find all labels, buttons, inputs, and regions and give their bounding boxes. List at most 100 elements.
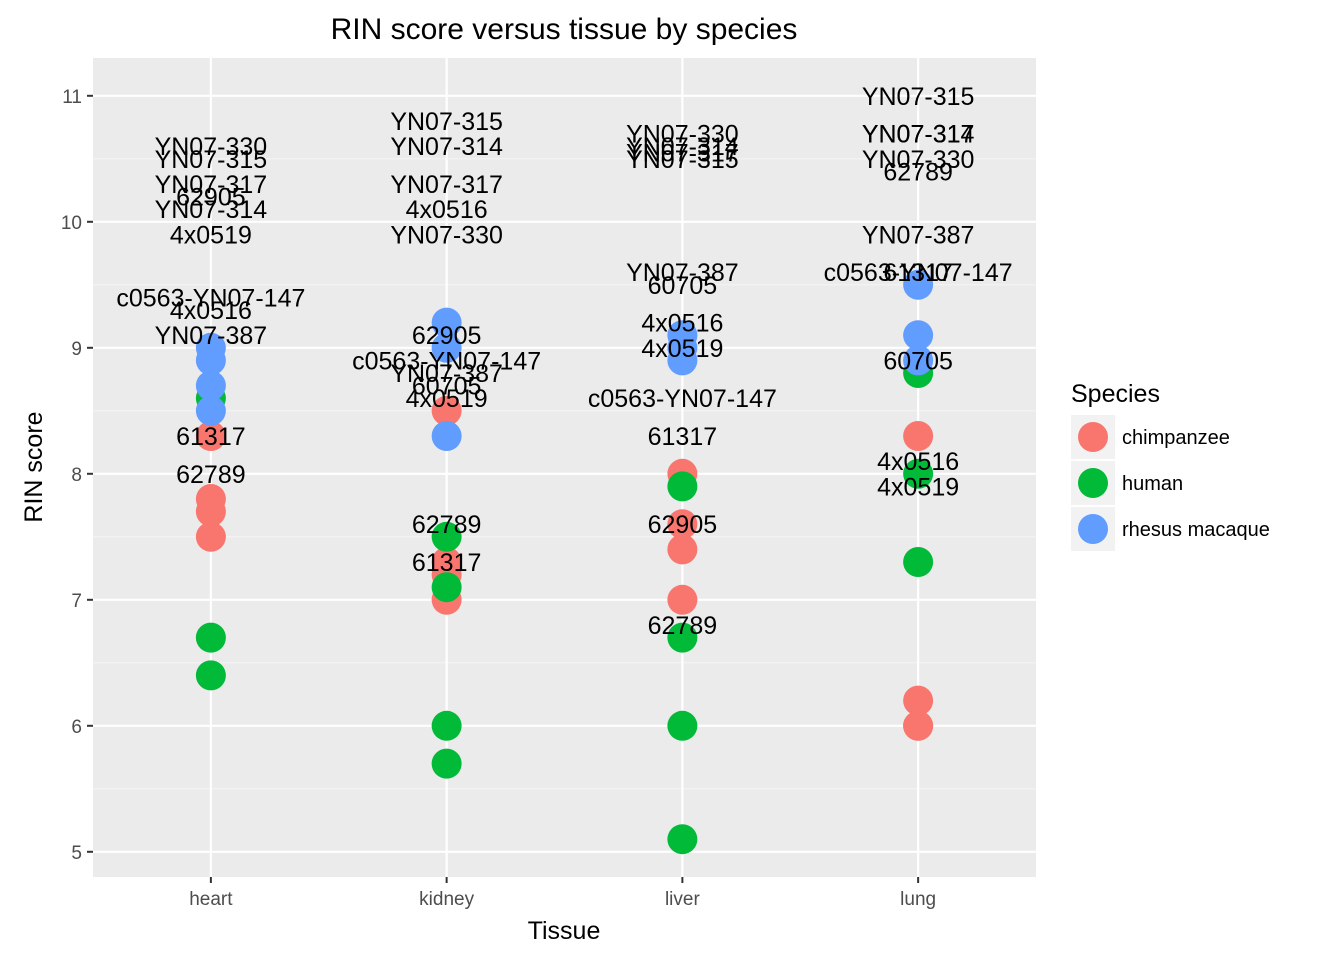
x-tick-label-heart: heart <box>189 889 233 910</box>
x-tick-label-liver: liver <box>665 889 701 910</box>
point-label: YN07-315 <box>155 146 268 174</box>
y-axis: 5 6 7 8 9 10 11 <box>61 87 93 864</box>
point-label: YN07-387 <box>626 259 739 287</box>
data-point-rhesus-macaque <box>195 345 226 376</box>
legend-label-chimpanzee: chimpanzee <box>1122 427 1230 449</box>
legend-label-rhesus-macaque: rhesus macaque <box>1122 519 1270 541</box>
data-point-rhesus-macaque <box>667 345 698 376</box>
point-label: YN07-330 <box>390 221 503 249</box>
data-point-chimpanzee <box>667 584 698 615</box>
data-point-human <box>667 622 698 653</box>
point-label: YN07-317 <box>862 121 975 149</box>
data-point-rhesus-macaque <box>903 320 934 351</box>
data-point-human <box>431 572 462 603</box>
legend-label-human: human <box>1122 473 1183 495</box>
data-point-chimpanzee <box>667 534 698 565</box>
y-tick-label: 8 <box>71 465 82 486</box>
point-label: YN07-387 <box>155 322 268 350</box>
y-tick-label: 9 <box>71 339 82 360</box>
x-tick-label-kidney: kidney <box>419 889 474 910</box>
data-point-human <box>195 622 226 653</box>
legend-key-point <box>1078 468 1108 498</box>
data-point-chimpanzee <box>431 395 462 426</box>
legend-key-point <box>1078 422 1108 452</box>
data-point-rhesus-macaque <box>195 395 226 426</box>
data-point-chimpanzee <box>195 421 226 451</box>
data-point-human <box>667 824 698 855</box>
point-label: YN07-315 <box>626 146 739 174</box>
data-point-human <box>195 660 226 691</box>
point-label: c0563-YN07-147 <box>352 347 541 375</box>
point-label: YN07-317 <box>626 140 739 168</box>
data-points <box>195 269 934 855</box>
data-point-human <box>431 521 462 552</box>
point-label: 61317 <box>883 259 953 287</box>
data-point-chimpanzee <box>903 685 934 716</box>
legend-title: Species <box>1071 380 1160 408</box>
point-label: 62789 <box>176 461 246 489</box>
point-label: 4x0519 <box>877 473 959 501</box>
y-axis-title: RIN score <box>20 411 48 522</box>
data-point-chimpanzee <box>195 521 226 552</box>
plot-panel: YN07-330YN07-315YN07-31762905YN07-3144x0… <box>93 58 1036 877</box>
point-label: 4x0519 <box>641 335 723 363</box>
data-point-rhesus-macaque <box>431 332 462 363</box>
legend: Species chimpanzee human rhesus macaque <box>1071 380 1270 551</box>
point-label: YN07-387 <box>390 360 503 388</box>
point-label: 4x0516 <box>877 448 959 476</box>
y-tick-label: 7 <box>71 591 82 612</box>
data-point-human <box>431 748 462 779</box>
point-label: YN07-315 <box>390 108 503 136</box>
point-label: YN07-330 <box>155 133 268 161</box>
point-label: YN07-314 <box>390 133 503 161</box>
point-label: 62905 <box>176 184 246 212</box>
x-axis: heart kidney liver lung <box>189 877 936 910</box>
data-point-human <box>667 471 698 502</box>
y-tick-label: 5 <box>71 843 82 864</box>
data-point-chimpanzee <box>903 421 934 451</box>
y-tick-label: 10 <box>61 213 82 234</box>
point-labels: YN07-330YN07-315YN07-31762905YN07-3144x0… <box>116 83 1012 640</box>
point-label: 62905 <box>648 511 718 539</box>
data-point-chimpanzee <box>195 496 226 527</box>
point-label: 62789 <box>648 612 718 640</box>
point-label: 62789 <box>883 158 953 186</box>
point-label: 61317 <box>412 549 482 577</box>
data-point-rhesus-macaque <box>903 269 934 300</box>
point-label: 4x0519 <box>170 221 252 249</box>
point-label: 4x0516 <box>641 310 723 338</box>
data-point-human <box>667 710 698 741</box>
plot-panel-background <box>93 58 1036 877</box>
point-label: c0563-YN07-147 <box>588 385 777 413</box>
point-label: 61317 <box>648 423 718 451</box>
point-label: YN07-315 <box>862 83 975 111</box>
point-label: YN07-387 <box>862 221 975 249</box>
point-label: YN07-330 <box>862 146 975 174</box>
x-tick-label-lung: lung <box>900 889 936 910</box>
legend-items: chimpanzee human rhesus macaque <box>1071 415 1270 551</box>
y-tick-label: 6 <box>71 717 82 738</box>
legend-key-point <box>1078 514 1108 544</box>
point-label: 61317 <box>176 423 246 451</box>
x-axis-title: Tissue <box>528 917 601 945</box>
data-point-rhesus-macaque <box>195 370 226 401</box>
data-point-chimpanzee <box>667 509 698 540</box>
point-label: YN07-314 <box>626 133 739 161</box>
data-point-rhesus-macaque <box>431 421 462 451</box>
y-tick-label: 11 <box>62 87 82 108</box>
major-gridlines <box>93 58 1036 877</box>
data-point-rhesus-macaque <box>431 307 462 338</box>
point-label: 62905 <box>412 322 482 350</box>
point-label: 60705 <box>883 347 953 375</box>
data-point-chimpanzee <box>903 710 934 741</box>
point-label: YN07-314 <box>155 196 268 224</box>
chart-title: RIN score versus tissue by species <box>331 13 798 46</box>
point-label: 60705 <box>648 272 718 300</box>
point-label: YN07-317 <box>155 171 268 199</box>
point-label: 4x0516 <box>170 297 252 325</box>
data-point-human <box>431 710 462 741</box>
data-point-human <box>903 458 934 489</box>
point-label: YN07-317 <box>390 171 503 199</box>
point-label: YN07-314 <box>862 121 975 149</box>
